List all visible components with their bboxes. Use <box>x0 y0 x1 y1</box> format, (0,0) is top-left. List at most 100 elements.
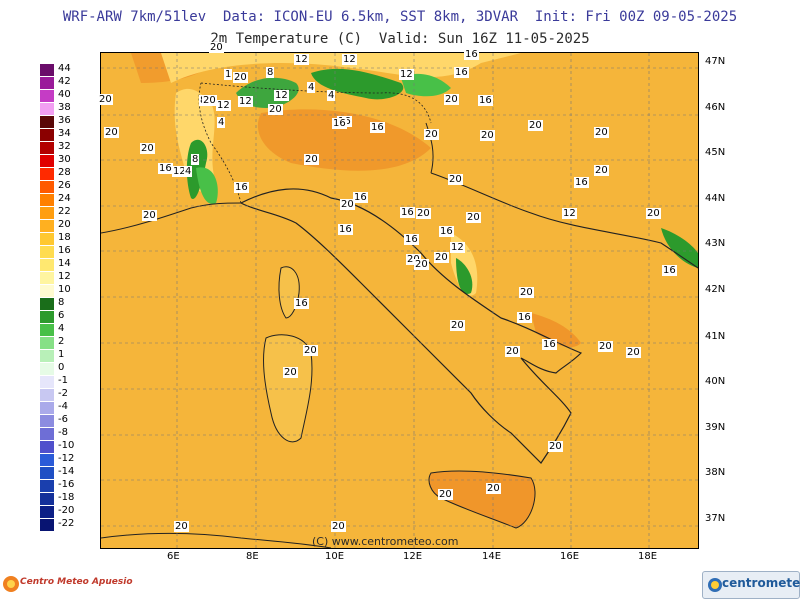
variable-valid-title: 2m Temperature (C) Valid: Sun 16Z 11-05-… <box>210 31 590 47</box>
legend-label: 22 <box>58 206 71 217</box>
contour-label: 8 <box>266 67 275 78</box>
latitude-label: 47N <box>705 56 726 67</box>
legend-entry: -16 <box>38 479 98 492</box>
legend-label: 32 <box>58 141 71 152</box>
legend-swatch <box>40 220 54 232</box>
legend-entry: -20 <box>38 505 98 518</box>
legend-swatch <box>40 233 54 245</box>
longitude-label: 8E <box>246 551 259 562</box>
legend-entry: -10 <box>38 440 98 453</box>
latitude-label: 41N <box>705 331 726 342</box>
legend-label: -18 <box>58 492 75 503</box>
temperature-legend: 44 42 40 38 36 34 32 30 28 26 24 22 20 18 16 14 12 10 8 6 4 2… <box>38 63 98 544</box>
contour-label: 4 <box>307 82 316 93</box>
contour-label: 20 <box>174 521 189 532</box>
contour-label: 20 <box>303 345 318 356</box>
contour-label: 16 <box>158 163 173 174</box>
legend-entry: 28 <box>38 167 98 180</box>
centro-meteo-apuesio-logo <box>3 576 19 592</box>
legend-swatch <box>40 155 54 167</box>
legend-label: 36 <box>58 115 71 126</box>
contour-label: 12 <box>172 166 187 177</box>
legend-swatch <box>40 103 54 115</box>
legend-entry: -14 <box>38 466 98 479</box>
contour-label: 16 <box>478 95 493 106</box>
legend-label: 26 <box>58 180 71 191</box>
legend-entry: 0 <box>38 362 98 375</box>
contour-label: 20 <box>450 320 465 331</box>
legend-entry: 32 <box>38 141 98 154</box>
contour-label: 20 <box>414 259 429 270</box>
legend-entry: 44 <box>38 63 98 76</box>
contour-label: 16 <box>404 234 419 245</box>
legend-swatch <box>40 207 54 219</box>
longitude-label: 12E <box>403 551 423 562</box>
legend-entry: 18 <box>38 232 98 245</box>
contour-label: 16 <box>439 226 454 237</box>
contour-label: 12 <box>294 54 309 65</box>
latitude-label: 39N <box>705 422 726 433</box>
legend-swatch <box>40 272 54 284</box>
contour-label: 8 <box>191 154 200 165</box>
legend-label: -10 <box>58 440 75 451</box>
legend-swatch <box>40 441 54 453</box>
legend-entry: 1 <box>38 349 98 362</box>
contour-label: 20 <box>268 104 283 115</box>
legend-entry: 14 <box>38 258 98 271</box>
legend-entry: 30 <box>38 154 98 167</box>
legend-entry: 16 <box>38 245 98 258</box>
contour-label: 12 <box>399 69 414 80</box>
legend-swatch <box>40 181 54 193</box>
contour-label: 4 <box>327 90 336 101</box>
contour-label: 20 <box>594 165 609 176</box>
legend-swatch <box>40 519 54 531</box>
model-info-title: WRF-ARW 7km/51lev Data: ICON-EU 6.5km, S… <box>62 9 738 25</box>
legend-entry: 22 <box>38 206 98 219</box>
legend-entry: -6 <box>38 414 98 427</box>
legend-swatch <box>40 298 54 310</box>
contour-label: 12 <box>342 54 357 65</box>
legend-entry: 6 <box>38 310 98 323</box>
longitude-label: 16E <box>560 551 580 562</box>
legend-label: -4 <box>58 401 68 412</box>
legend-swatch <box>40 402 54 414</box>
latitude-label: 44N <box>705 193 726 204</box>
longitude-label: 14E <box>482 551 502 562</box>
legend-label: 34 <box>58 128 71 139</box>
legend-label: -16 <box>58 479 75 490</box>
contour-label: 1 <box>224 69 233 80</box>
legend-label: 30 <box>58 154 71 165</box>
contour-label: 20 <box>104 127 119 138</box>
legend-entry: 26 <box>38 180 98 193</box>
contour-label: 16 <box>454 67 469 78</box>
legend-label: -8 <box>58 427 68 438</box>
latitude-label: 40N <box>705 376 726 387</box>
legend-entry: -22 <box>38 518 98 531</box>
contour-label: 20 <box>209 42 224 53</box>
latitude-label: 42N <box>705 284 726 295</box>
legend-entry: 2 <box>38 336 98 349</box>
contour-label: 20 <box>98 94 113 105</box>
logo-right-text: centrometeo <box>722 576 800 590</box>
legend-entry: -12 <box>38 453 98 466</box>
latitude-label: 45N <box>705 147 726 158</box>
legend-label: 18 <box>58 232 71 243</box>
legend-swatch <box>40 454 54 466</box>
legend-label: 24 <box>58 193 71 204</box>
legend-swatch <box>40 506 54 518</box>
legend-swatch <box>40 142 54 154</box>
contour-label: 12 <box>274 90 289 101</box>
legend-label: -14 <box>58 466 75 477</box>
contour-label: 16 <box>234 182 249 193</box>
contour-label: 20 <box>594 127 609 138</box>
legend-swatch <box>40 168 54 180</box>
legend-swatch <box>40 467 54 479</box>
legend-label: 0 <box>58 362 65 373</box>
legend-label: 12 <box>58 271 71 282</box>
legend-label: 38 <box>58 102 71 113</box>
legend-entry: -4 <box>38 401 98 414</box>
contour-label: 16 <box>662 265 677 276</box>
contour-label: 20 <box>528 120 543 131</box>
legend-swatch <box>40 285 54 297</box>
legend-entry: 42 <box>38 76 98 89</box>
